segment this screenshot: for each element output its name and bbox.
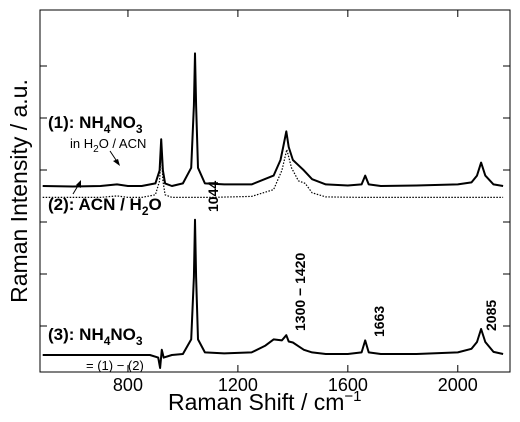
x-tick-label: 2000 <box>438 375 478 395</box>
label-series-1-sub1: 4 <box>104 122 111 136</box>
series-line-3 <box>42 218 504 369</box>
label-series-3-a: (3): NH <box>48 325 104 344</box>
x-tick-label: 800 <box>113 375 143 395</box>
arrow-series-1 <box>109 150 120 166</box>
label-series-1-b: NO <box>110 113 136 132</box>
label-series-1-a: (1): NH <box>48 113 104 132</box>
x-ticks: 800 1200 1600 2000 <box>113 10 478 395</box>
label-series-1-sub2: 3 <box>136 122 143 136</box>
label-series-3-formula: = (1) − (2) <box>86 358 144 373</box>
x-axis-title-main: Raman Shift / cm <box>168 389 344 415</box>
peak-label-1300-1420: 1300 − 1420 <box>292 253 308 331</box>
label-series-3-sub2: 3 <box>136 334 143 348</box>
label-series-2-b: O <box>149 195 162 214</box>
label-series-3-sub1: 4 <box>104 334 111 348</box>
x-axis-title-sup: −1 <box>344 388 361 405</box>
x-axis-title: Raman Shift / cm−1 <box>168 388 362 415</box>
peak-label-1044: 1044 <box>205 181 221 212</box>
arrow-series-2 <box>72 180 81 195</box>
plot-frame <box>39 9 511 373</box>
label-series-1: (1): NH4NO3 <box>48 113 143 136</box>
y-ticks <box>40 65 510 327</box>
label-series-3-b: NO <box>110 325 136 344</box>
series-line-1 <box>42 52 504 188</box>
peak-label-2085: 2085 <box>483 300 499 331</box>
label-series-1-solvent-a: in H <box>70 136 93 151</box>
series-layer <box>42 52 504 369</box>
x-tick-label: 1200 <box>218 375 258 395</box>
label-series-1-solvent-b: O / ACN <box>99 136 147 151</box>
y-axis-title: Raman Intensity / a.u. <box>6 79 32 303</box>
label-series-2: (2): ACN / H2O <box>48 195 162 218</box>
x-tick-label: 1600 <box>328 375 368 395</box>
label-series-1-solvent: in H2O / ACN <box>70 136 146 155</box>
label-series-2-sub: 2 <box>142 204 149 218</box>
peak-label-1663: 1663 <box>371 306 387 337</box>
label-series-3: (3): NH4NO3 <box>48 325 143 348</box>
label-series-2-a: (2): ACN / H <box>48 195 142 214</box>
series-line-2 <box>42 149 504 198</box>
label-series-1-solvent-sub: 2 <box>93 144 99 155</box>
